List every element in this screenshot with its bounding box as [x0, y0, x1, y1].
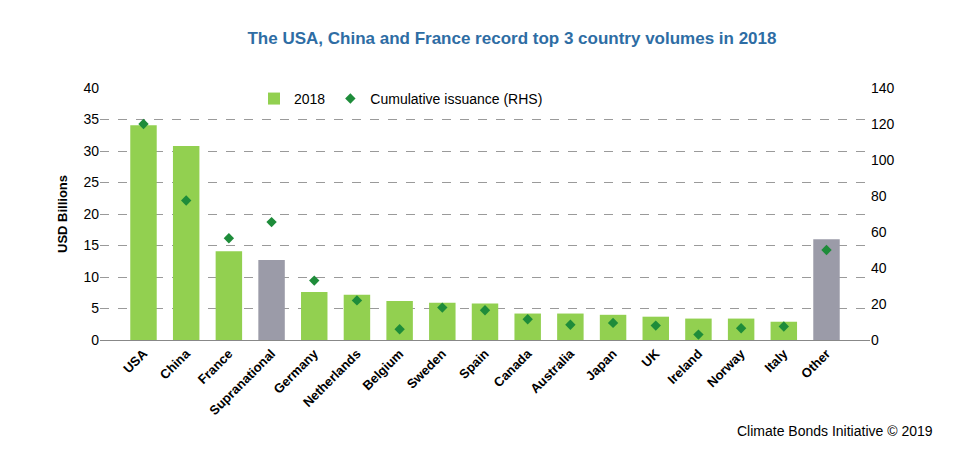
- svg-text:40: 40: [871, 260, 887, 276]
- svg-text:80: 80: [871, 188, 887, 204]
- svg-text:Canada: Canada: [491, 346, 535, 390]
- svg-text:Spain: Spain: [456, 346, 492, 382]
- svg-text:Belgium: Belgium: [359, 346, 406, 393]
- svg-text:Japan: Japan: [583, 346, 620, 383]
- svg-text:Italy: Italy: [762, 346, 792, 376]
- svg-text:100: 100: [871, 152, 895, 168]
- svg-text:30: 30: [83, 143, 99, 159]
- svg-text:UK: UK: [639, 346, 663, 370]
- svg-text:20: 20: [871, 296, 887, 312]
- svg-text:Supranational: Supranational: [206, 346, 278, 418]
- svg-text:140: 140: [871, 80, 895, 96]
- svg-text:France: France: [195, 346, 236, 387]
- svg-text:25: 25: [83, 174, 99, 190]
- svg-text:0: 0: [91, 332, 99, 348]
- svg-text:120: 120: [871, 116, 895, 132]
- svg-text:USA: USA: [120, 346, 150, 376]
- svg-text:Germany: Germany: [270, 346, 321, 397]
- svg-text:Climate Bonds Initiative © 201: Climate Bonds Initiative © 2019: [737, 423, 933, 439]
- svg-text:Ireland: Ireland: [664, 346, 705, 387]
- svg-text:0: 0: [871, 332, 879, 348]
- svg-text:Australia: Australia: [527, 346, 577, 396]
- svg-text:60: 60: [871, 224, 887, 240]
- svg-text:40: 40: [83, 80, 99, 96]
- svg-text:15: 15: [83, 237, 99, 253]
- svg-text:Norway: Norway: [704, 346, 748, 390]
- svg-text:Cumulative issuance (RHS): Cumulative issuance (RHS): [370, 91, 542, 107]
- svg-text:Netherlands: Netherlands: [300, 346, 364, 410]
- svg-text:Sweden: Sweden: [404, 346, 449, 391]
- svg-text:USD Billions: USD Billions: [55, 175, 70, 253]
- svg-text:The USA, China and France reco: The USA, China and France record top 3 c…: [247, 29, 776, 48]
- svg-text:5: 5: [91, 300, 99, 316]
- svg-text:20: 20: [83, 206, 99, 222]
- svg-text:China: China: [157, 346, 194, 383]
- svg-text:Other: Other: [798, 346, 833, 381]
- svg-text:35: 35: [83, 111, 99, 127]
- svg-text:2018: 2018: [294, 91, 325, 107]
- svg-text:10: 10: [83, 269, 99, 285]
